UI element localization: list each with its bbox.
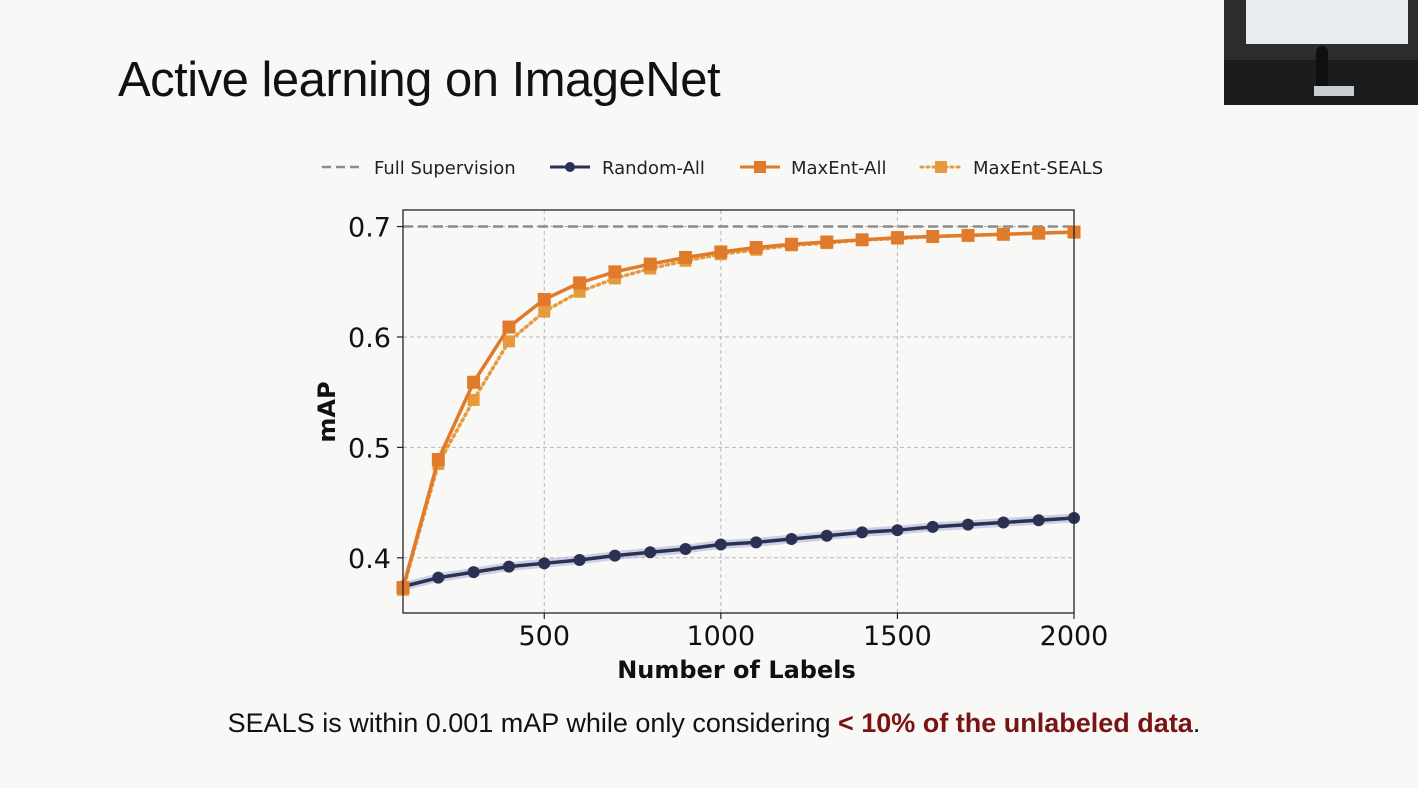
random-all-point [714,538,727,551]
maxent-all-point [926,229,940,243]
maxent-all-point [608,265,622,279]
random-all-point [891,524,904,537]
maxent-all-point [961,228,975,242]
legend-maxent-all-marker [754,161,766,173]
random-all-point [820,529,833,542]
random-all-point [538,557,551,570]
maxent-all-point [467,375,481,389]
legend-random-all-marker [565,162,575,172]
y-axis-label: mAP [313,381,341,442]
maxent-all-point [537,292,551,306]
maxent-all-point [1032,226,1046,240]
legend-label: MaxEnt-SEALS [973,158,1103,179]
random-all-point [432,571,445,584]
random-all-point [1032,514,1045,527]
random-all-point [573,554,586,567]
legend-label: Full Supervision [374,158,516,179]
slide-caption: SEALS is within 0.001 mAP while only con… [5,708,1418,739]
maxent-all-point [820,235,834,249]
legend-label: Random-All [602,158,705,179]
y-tick-label: 0.5 [348,433,391,464]
chart: Full Supervision Random-All MaxEnt-All MaxE… [313,158,1108,684]
random-all-point [750,536,763,549]
x-tick-label: 1500 [863,621,932,652]
random-all-point [644,546,657,559]
y-tick-label: 0.7 [348,213,391,244]
legend-label: MaxEnt-All [791,158,886,179]
chart-grid [403,210,1075,613]
maxent-all-point [714,245,728,259]
y-tick-label: 0.6 [348,323,391,354]
random-all-point [856,526,869,539]
maxent-all-point [679,250,693,264]
maxent-all-point [855,233,869,247]
webcam-podium [1314,86,1354,96]
maxent-all-point [573,276,587,290]
random-all-point [467,566,480,579]
maxent-all-point [749,241,763,255]
webcam-projection-screen [1246,0,1408,44]
caption-emphasis: < 10% of the unlabeled data [837,708,1193,738]
caption-text: SEALS is within 0.001 mAP while only con… [227,708,838,738]
slide-title: Active learning on ImageNet [118,53,721,107]
maxent-all-point [643,257,657,271]
maxent-seals-point [502,335,515,348]
random-all-point [785,533,798,546]
caption-period: . [1192,708,1201,738]
speaker-webcam-thumbnail [1224,0,1418,105]
maxent-seals-line [401,230,1076,592]
webcam-presenter [1316,46,1328,86]
x-tick-label: 2000 [1040,621,1109,652]
maxent-seals-point [467,393,480,406]
maxent-all-point [784,237,798,251]
maxent-seals-point [538,305,551,318]
random-all-confidence-band [403,513,1074,591]
random-all-point [926,520,939,533]
maxent-all-point [502,320,516,334]
maxent-all-point [431,453,445,467]
x-tick-label: 500 [518,621,570,652]
maxent-all-point [890,231,904,245]
maxent-all-line [401,230,1075,589]
plot-frame [402,209,1075,614]
chart-series-layer [396,225,1081,596]
y-tick-label: 0.4 [348,544,391,575]
chart-legend: Full Supervision Random-All MaxEnt-All MaxE… [322,158,1103,179]
legend-maxent-seals-marker [935,161,947,173]
random-all-point [962,518,975,531]
random-all-point [502,560,515,573]
chart-axes: 500 1000 1500 2000 0.4 0.5 0.6 0.7 Number of Lab… [313,213,1108,684]
random-all-point [608,549,621,562]
random-all-point [679,542,692,555]
x-axis-label: Number of Labels [617,656,856,684]
maxent-all-point [996,227,1010,241]
random-all-point [997,516,1010,529]
x-tick-label: 1000 [686,621,755,652]
